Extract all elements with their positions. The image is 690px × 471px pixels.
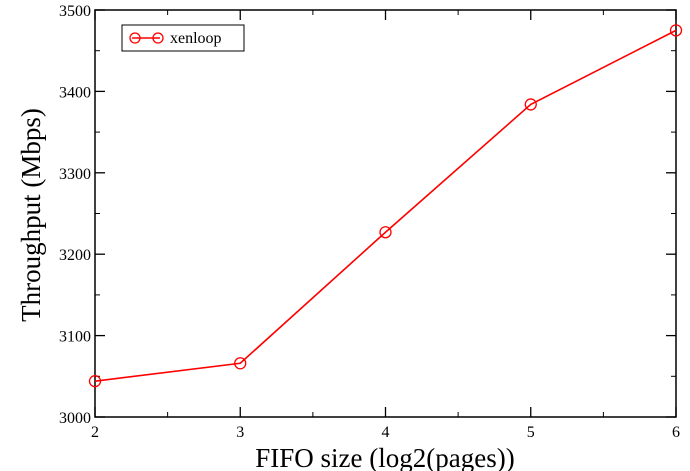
x-tick-labels: 2 3 4 5 6 [91, 424, 680, 441]
data-point-xenloop [234, 357, 247, 370]
y-tick-label: 3400 [59, 84, 91, 101]
plot-frame [94, 9, 677, 418]
legend-label-xenloop: xenloop [170, 30, 222, 47]
data-point-xenloop [379, 226, 392, 239]
x-tick-label: 3 [236, 424, 244, 441]
y-tick-label: 3500 [59, 3, 91, 20]
x-axis-label: FIFO size (log2(pages)) [255, 443, 514, 471]
major-ticks [94, 9, 677, 418]
series-layer [88, 24, 683, 388]
legend: xenloop [121, 24, 245, 52]
y-tick-label: 3100 [59, 329, 91, 346]
data-point-xenloop [669, 24, 683, 37]
y-tick-label: 3300 [59, 166, 91, 183]
y-tick-label: 3000 [59, 410, 91, 427]
y-tick-labels: 3000 3100 3200 3300 3400 3500 [59, 3, 91, 427]
x-tick-label: 5 [527, 424, 535, 441]
y-axis-label: Throughput (Mbps) [16, 108, 46, 322]
legend-marker-left [129, 32, 141, 44]
legend-marker-right [152, 32, 164, 44]
series-line-xenloop [94, 29, 677, 382]
minor-ticks [95, 10, 676, 417]
data-point-xenloop [88, 375, 102, 388]
data-point-xenloop [524, 98, 537, 111]
x-tick-label: 4 [382, 424, 390, 441]
y-tick-label: 3200 [59, 247, 91, 264]
x-tick-label: 2 [91, 424, 99, 441]
x-tick-label: 6 [672, 424, 680, 441]
